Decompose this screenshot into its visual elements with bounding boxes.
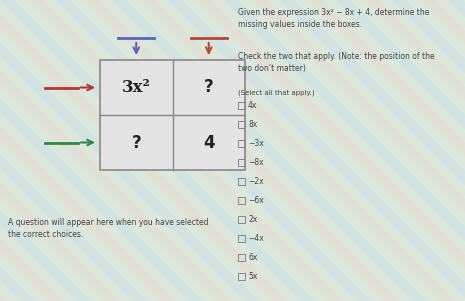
Polygon shape bbox=[336, 0, 465, 301]
Polygon shape bbox=[0, 0, 175, 301]
Bar bbox=[238, 140, 245, 147]
Text: Check the two that apply. (Note: the position of the
two don’t matter): Check the two that apply. (Note: the pos… bbox=[238, 52, 435, 73]
Text: −6x: −6x bbox=[248, 196, 264, 205]
Polygon shape bbox=[392, 0, 465, 301]
Text: (Select all that apply.): (Select all that apply.) bbox=[238, 90, 315, 97]
Polygon shape bbox=[448, 0, 465, 301]
Text: 5x: 5x bbox=[248, 272, 257, 281]
Polygon shape bbox=[112, 0, 427, 301]
Polygon shape bbox=[0, 0, 91, 301]
Polygon shape bbox=[364, 0, 465, 301]
Bar bbox=[238, 254, 245, 261]
Bar bbox=[238, 216, 245, 223]
Text: 4: 4 bbox=[203, 134, 214, 151]
Polygon shape bbox=[252, 0, 465, 301]
Text: −2x: −2x bbox=[248, 177, 264, 186]
Polygon shape bbox=[28, 0, 343, 301]
Polygon shape bbox=[0, 0, 119, 301]
Bar bbox=[100, 60, 245, 170]
Polygon shape bbox=[0, 0, 147, 301]
Polygon shape bbox=[0, 0, 315, 301]
Bar bbox=[238, 235, 245, 242]
Text: 3x²: 3x² bbox=[122, 79, 151, 96]
Polygon shape bbox=[308, 0, 465, 301]
Text: 4x: 4x bbox=[248, 101, 257, 110]
Polygon shape bbox=[280, 0, 465, 301]
Text: −3x: −3x bbox=[248, 139, 264, 148]
Polygon shape bbox=[0, 0, 231, 301]
Polygon shape bbox=[0, 0, 7, 301]
Text: ?: ? bbox=[132, 134, 141, 151]
Polygon shape bbox=[0, 0, 259, 301]
Polygon shape bbox=[0, 0, 35, 301]
Bar bbox=[238, 159, 245, 166]
Polygon shape bbox=[0, 0, 287, 301]
Polygon shape bbox=[224, 0, 465, 301]
Bar bbox=[238, 178, 245, 185]
Text: −4x: −4x bbox=[248, 234, 264, 243]
Polygon shape bbox=[0, 0, 63, 301]
Polygon shape bbox=[140, 0, 455, 301]
Polygon shape bbox=[420, 0, 465, 301]
Text: 6x: 6x bbox=[248, 253, 257, 262]
Text: 2x: 2x bbox=[248, 215, 257, 224]
Bar bbox=[100, 60, 245, 170]
Text: Given the expression 3x² − 8x + 4, determine the
missing values inside the boxes: Given the expression 3x² − 8x + 4, deter… bbox=[238, 8, 429, 29]
Polygon shape bbox=[84, 0, 399, 301]
Polygon shape bbox=[0, 0, 203, 301]
Text: ?: ? bbox=[204, 79, 213, 97]
Bar bbox=[238, 121, 245, 128]
Polygon shape bbox=[168, 0, 465, 301]
Polygon shape bbox=[196, 0, 465, 301]
Text: 8x: 8x bbox=[248, 120, 257, 129]
Bar bbox=[238, 273, 245, 280]
Text: A question will appear here when you have selected
the correct choices.: A question will appear here when you hav… bbox=[8, 218, 208, 239]
Text: −8x: −8x bbox=[248, 158, 264, 167]
Bar bbox=[238, 102, 245, 109]
Bar bbox=[238, 197, 245, 204]
Polygon shape bbox=[56, 0, 371, 301]
